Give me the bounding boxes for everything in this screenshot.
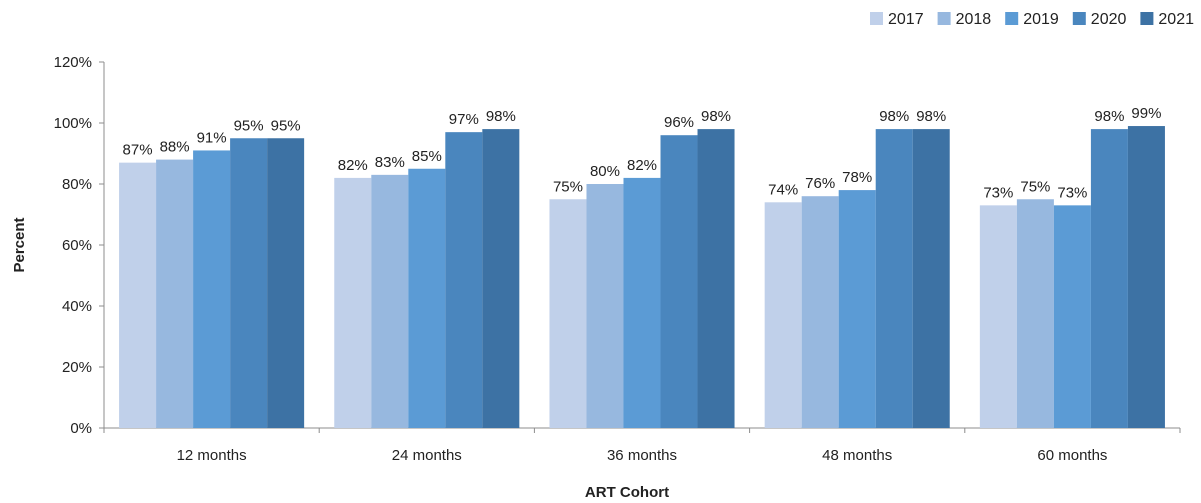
legend-swatch-2020 xyxy=(1072,12,1086,25)
data-label: 76% xyxy=(805,175,835,192)
bar-2019 xyxy=(408,168,446,428)
bar-2019 xyxy=(193,150,231,428)
bar-2018 xyxy=(1016,199,1054,428)
bar-2021 xyxy=(267,138,305,428)
data-label: 83% xyxy=(375,154,405,171)
x-tick-label: 48 months xyxy=(822,447,892,464)
data-label: 97% xyxy=(449,111,479,128)
data-label: 98% xyxy=(701,108,731,125)
data-label: 74% xyxy=(768,181,798,198)
y-tick-label: 40% xyxy=(62,298,92,315)
bar-2018 xyxy=(156,159,194,428)
bar-2020 xyxy=(1090,129,1128,428)
data-label: 80% xyxy=(590,163,620,180)
data-label: 75% xyxy=(1020,178,1050,195)
bar-2019 xyxy=(838,190,876,428)
x-tick-label: 12 months xyxy=(177,447,247,464)
bar-2018 xyxy=(371,174,409,428)
data-label: 99% xyxy=(1131,105,1161,122)
legend-swatch-2018 xyxy=(937,12,951,25)
bar-2019 xyxy=(623,177,661,428)
y-axis: 0% 20% 40% 60% 80% 100% 120% xyxy=(54,54,105,437)
data-label: 78% xyxy=(842,169,872,186)
bar-2018 xyxy=(586,184,624,428)
bar-2018 xyxy=(801,196,839,428)
x-axis-title: ART Cohort xyxy=(585,484,669,501)
y-tick-label: 120% xyxy=(54,54,92,71)
data-label: 85% xyxy=(412,148,442,165)
bar-2020 xyxy=(445,132,483,428)
bar-2017 xyxy=(119,162,157,428)
y-tick-label: 0% xyxy=(70,420,92,437)
bar-2021 xyxy=(912,129,950,428)
data-label: 95% xyxy=(234,117,264,134)
data-labels: 87% 88% 91% 95% 95% 82% 83% 85% 97% 98% 75% 80% 82% 9… xyxy=(123,105,1162,201)
bar-2020 xyxy=(875,129,913,428)
data-label: 82% xyxy=(627,157,657,174)
legend-swatch-2017 xyxy=(870,12,883,25)
bar-2021 xyxy=(697,129,735,428)
y-tick-label: 60% xyxy=(62,237,92,254)
legend-label: 2020 xyxy=(1091,11,1127,28)
bar-2017 xyxy=(549,199,587,428)
data-label: 98% xyxy=(879,108,909,125)
bar-2017 xyxy=(334,177,372,428)
data-label: 73% xyxy=(983,184,1013,201)
y-axis-title: Percent xyxy=(11,217,28,272)
data-label: 75% xyxy=(553,178,583,195)
bar-2020 xyxy=(660,135,698,428)
legend-label: 2017 xyxy=(888,11,924,28)
legend-label: 2018 xyxy=(956,11,992,28)
y-tick-label: 80% xyxy=(62,176,92,193)
x-tick-label: 24 months xyxy=(392,447,462,464)
data-label: 98% xyxy=(1094,108,1124,125)
bar-2021 xyxy=(1127,126,1165,429)
legend-swatch-2019 xyxy=(1005,12,1019,25)
data-label: 82% xyxy=(338,157,368,174)
bar-2017 xyxy=(979,205,1017,428)
legend-label: 2019 xyxy=(1023,11,1059,28)
bar-2019 xyxy=(1053,205,1091,428)
legend-swatch-2021 xyxy=(1140,12,1154,25)
data-label: 98% xyxy=(916,108,946,125)
data-label: 91% xyxy=(197,129,227,146)
bar-2020 xyxy=(230,138,268,428)
bar-2021 xyxy=(482,129,520,428)
bars xyxy=(119,126,1165,429)
data-label: 96% xyxy=(664,114,694,131)
legend-label: 2021 xyxy=(1158,11,1194,28)
x-axis: 12 months 24 months 36 months 48 months 60 m… xyxy=(103,427,1181,464)
data-label: 73% xyxy=(1057,184,1087,201)
data-label: 95% xyxy=(271,117,301,134)
data-label: 98% xyxy=(486,108,516,125)
data-label: 88% xyxy=(160,139,190,156)
y-tick-label: 20% xyxy=(62,359,92,376)
data-label: 87% xyxy=(123,142,153,159)
x-tick-label: 36 months xyxy=(607,447,677,464)
x-tick-label: 60 months xyxy=(1037,447,1107,464)
legend: 2017 2018 2019 2020 2021 xyxy=(870,11,1194,28)
y-tick-label: 100% xyxy=(54,115,92,132)
bar-2017 xyxy=(764,202,802,428)
